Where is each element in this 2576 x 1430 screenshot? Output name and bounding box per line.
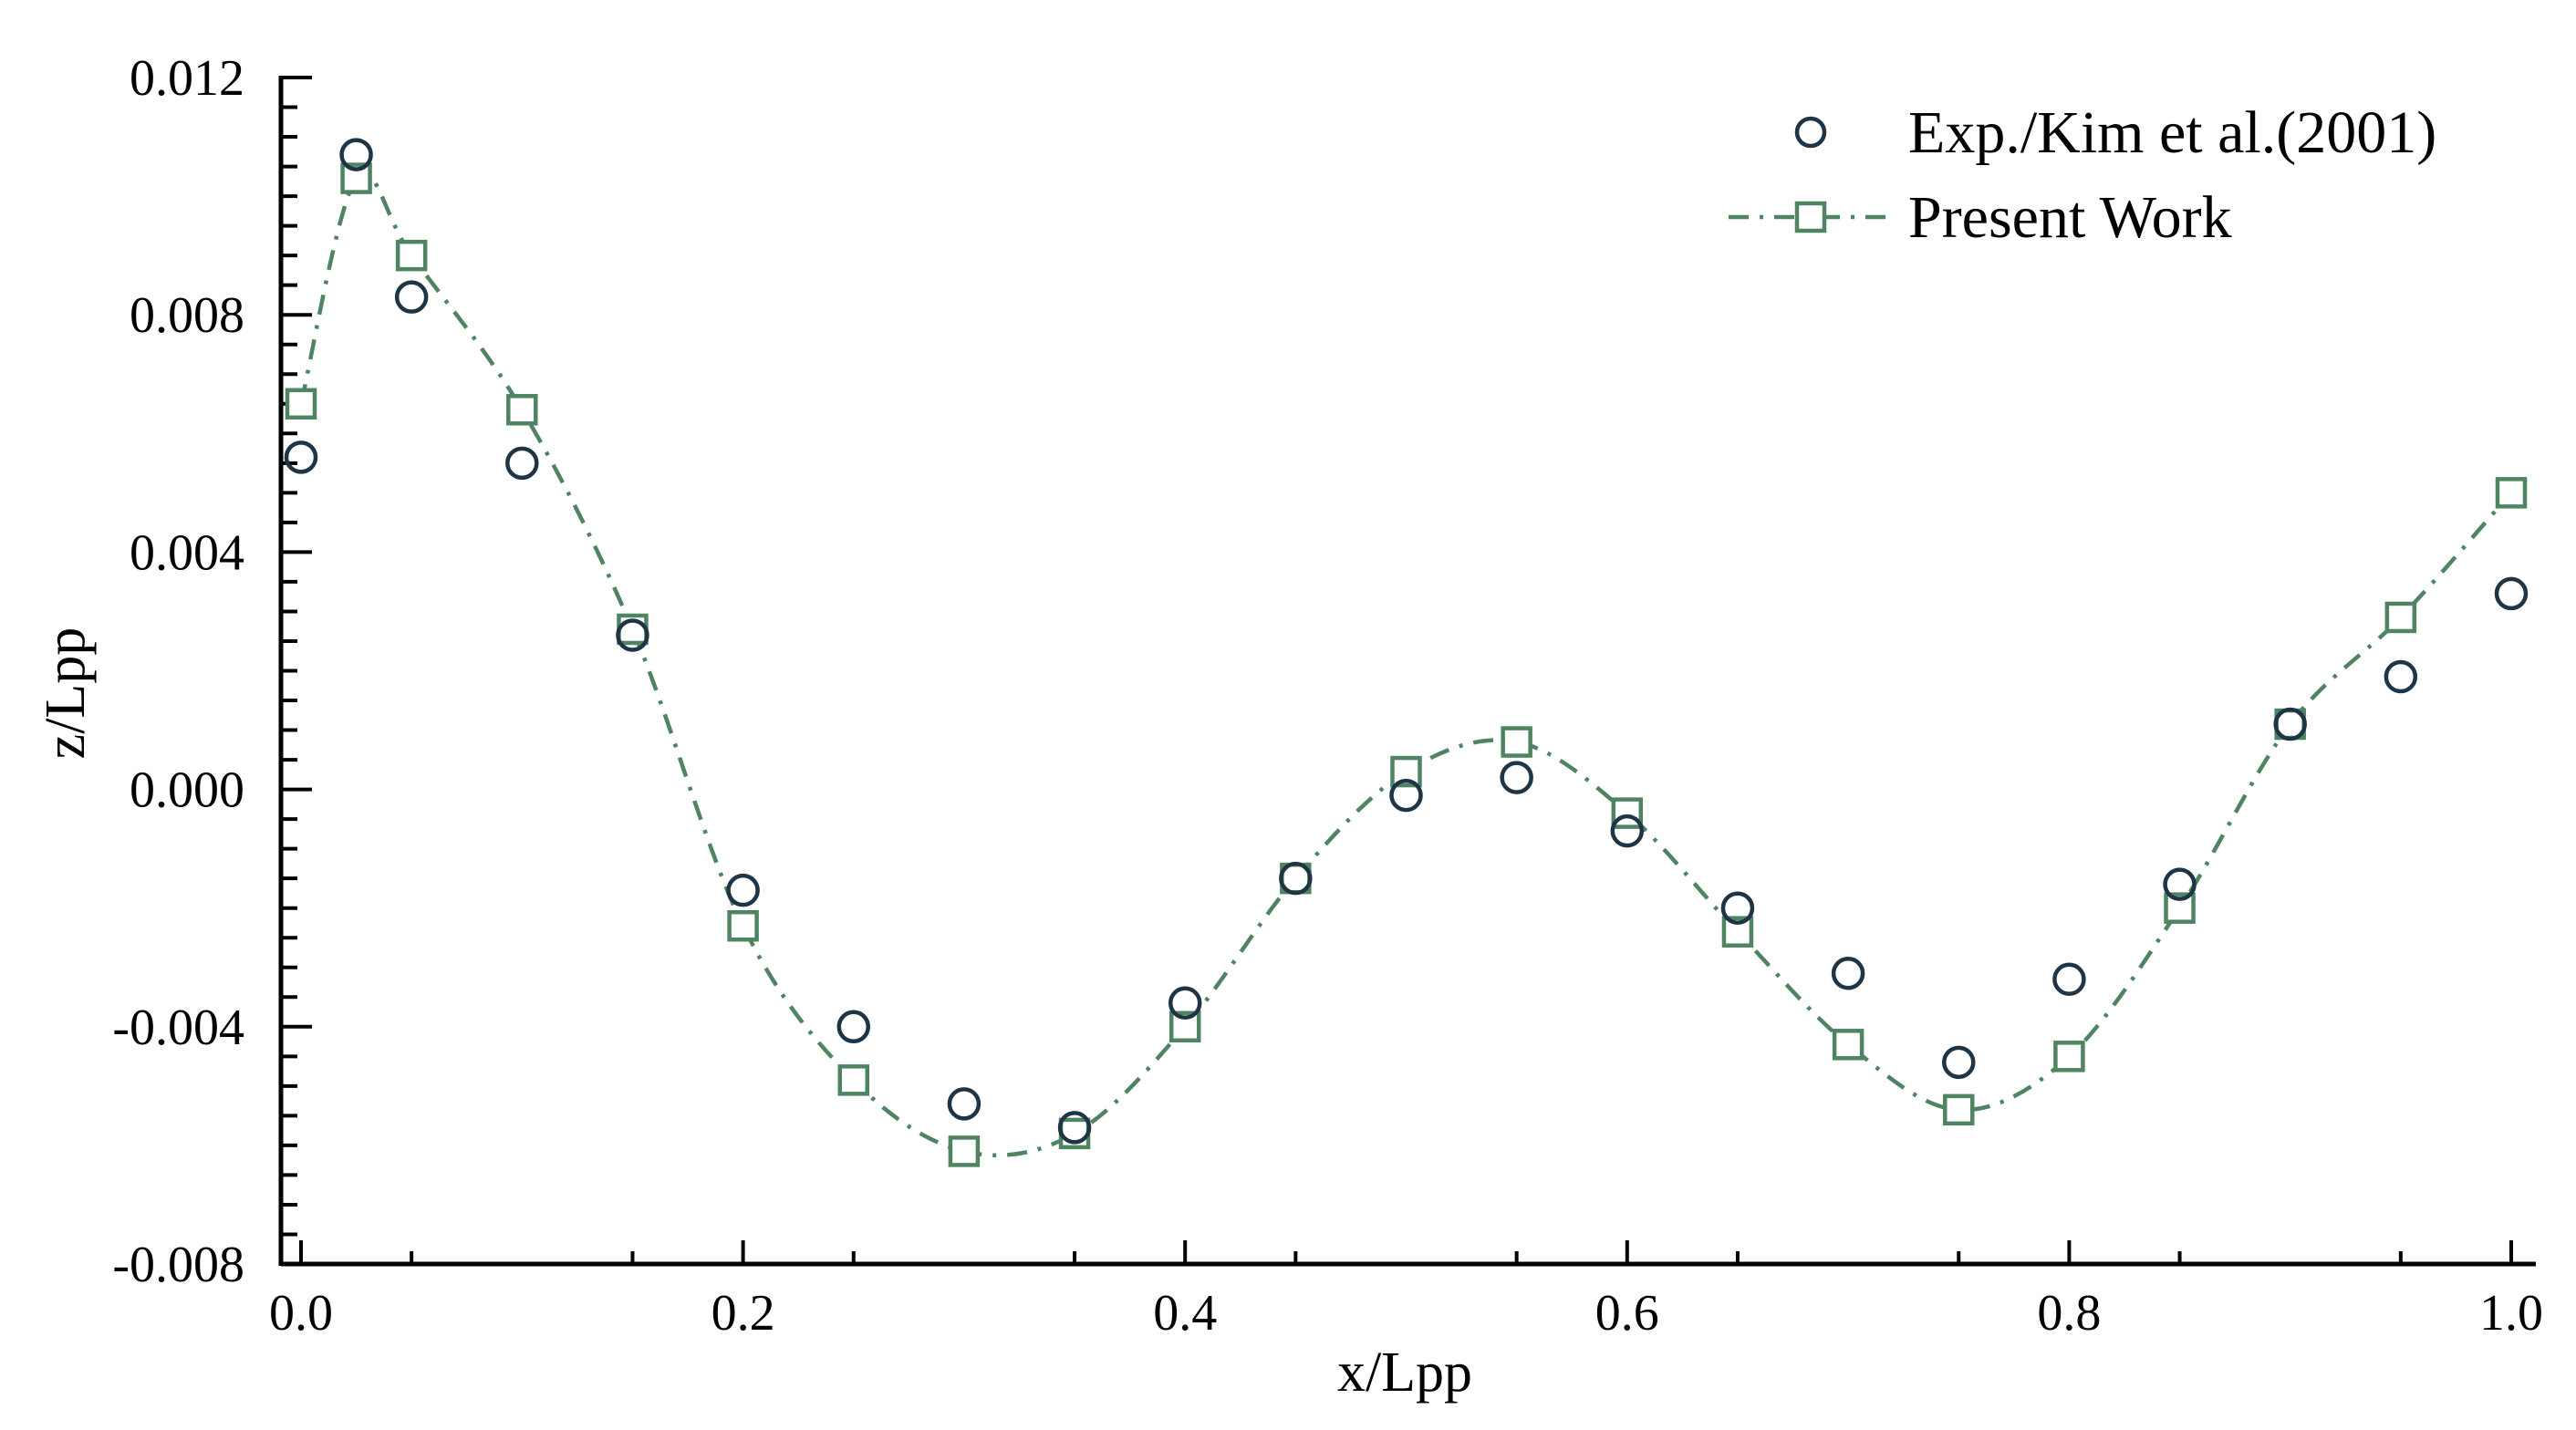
experiment-point xyxy=(947,1087,982,1121)
experiment-point xyxy=(616,618,649,652)
experiment-point xyxy=(394,280,429,314)
experiment-point xyxy=(2163,867,2197,901)
present-work-line xyxy=(298,171,2513,1157)
y-tick-label: -0.004 xyxy=(112,1000,244,1056)
legend-label-present-work: Present Work xyxy=(1908,184,2232,251)
experiment-point xyxy=(836,1010,870,1044)
experiment-point xyxy=(2052,962,2086,997)
x-axis-title: x/Lpp xyxy=(1337,1342,1472,1404)
curve-layer xyxy=(298,171,2513,1157)
present-work-point xyxy=(948,1135,981,1167)
present-work-point xyxy=(506,394,538,426)
experiment-point xyxy=(284,440,318,474)
experiment-point xyxy=(505,446,539,481)
y-tick-label: -0.008 xyxy=(112,1237,244,1293)
experiment-point xyxy=(2384,659,2418,694)
present-work-point xyxy=(1832,1029,1864,1061)
legend-circle-marker xyxy=(1794,116,1827,149)
experiment-point xyxy=(1389,778,1423,813)
y-tick-label: 0.000 xyxy=(130,762,244,819)
x-tick-label: 1.0 xyxy=(2479,1285,2543,1342)
legend-square-marker xyxy=(1794,201,1827,233)
experiment-point xyxy=(1610,813,1645,848)
experiment-point xyxy=(1942,1045,1976,1080)
experiment-point xyxy=(1057,1111,1092,1145)
experiment-point xyxy=(339,138,373,171)
legend-label-experiment: Exp./Kim et al.(2001) xyxy=(1908,99,2436,166)
present-work-point xyxy=(1943,1093,1975,1126)
marker-layer xyxy=(284,138,2529,1167)
present-work-point xyxy=(1501,726,1532,758)
x-tick-label: 0.2 xyxy=(712,1285,775,1342)
experiment-point xyxy=(726,873,760,907)
experiment-point xyxy=(1168,986,1202,1021)
present-work-point xyxy=(2495,477,2528,509)
experiment-point xyxy=(2494,576,2529,611)
y-tick-label: 0.012 xyxy=(130,50,244,107)
x-tick-label: 0.8 xyxy=(2037,1285,2101,1342)
present-work-point xyxy=(2384,601,2417,634)
y-tick-label: 0.004 xyxy=(130,524,244,581)
axes: 0.0 0.2 0.4 0.6 0.8 1.0 -0.008 -0.004 0.000 0.004… xyxy=(112,50,2543,1342)
experiment-point xyxy=(1500,761,1533,794)
experiment-point xyxy=(1720,891,1755,925)
present-work-point xyxy=(727,909,759,942)
experiment-point xyxy=(2273,707,2307,741)
x-tick-label: 0.6 xyxy=(1595,1285,1659,1342)
present-work-point xyxy=(837,1064,869,1096)
present-work-point xyxy=(2053,1041,2085,1072)
x-tick-label: 0.4 xyxy=(1153,1285,1217,1342)
experiment-point xyxy=(1279,861,1313,896)
x-tick-label: 0.0 xyxy=(269,1285,333,1342)
y-axis-title: z/Lpp xyxy=(35,627,97,760)
present-work-point xyxy=(285,388,317,420)
present-work-point xyxy=(395,239,428,272)
y-tick-label: 0.008 xyxy=(130,287,244,344)
experiment-point xyxy=(1831,957,1865,990)
legend: Exp./Kim et al.(2001) Present Work xyxy=(1729,99,2436,251)
